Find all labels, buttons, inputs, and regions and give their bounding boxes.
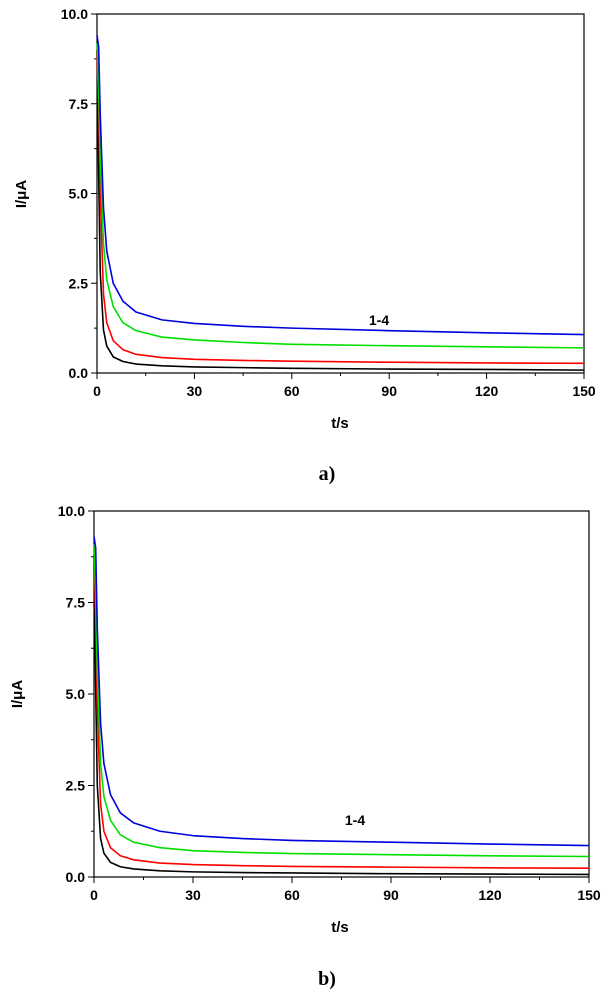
- series-line-3: [96, 42, 585, 349]
- plot-frame: [96, 13, 585, 374]
- x-tick-label: 90: [383, 887, 399, 903]
- y-tick-label: 5.0: [66, 686, 86, 702]
- panel-label-a: a): [319, 463, 336, 485]
- x-axis-title: t/s: [331, 415, 349, 432]
- x-tick-label: 30: [185, 887, 201, 903]
- series-line-2: [96, 49, 585, 365]
- y-tick-label: 2.5: [69, 275, 89, 291]
- axis-ticks: 0 30 60 90 120 150 0.0 2.5 5.0 7.5 10.0: [61, 6, 596, 399]
- y-tick-label: 10.0: [61, 6, 88, 22]
- chart-panel-a: 0 30 60 90 120 150 0.0 2.5 5.0 7.5 10.0 I/μA t/s 1…: [13, 6, 596, 485]
- curve-annotation: 1-4: [369, 312, 389, 328]
- series-line-4: [93, 536, 590, 847]
- x-tick-label: 60: [284, 383, 300, 399]
- series-line-3: [93, 543, 590, 858]
- series-line-1: [96, 49, 585, 371]
- y-tick-label: 0.0: [69, 365, 89, 381]
- x-tick-label: 0: [90, 887, 98, 903]
- y-axis-title: I/μA: [13, 180, 30, 209]
- axis-ticks: 0 30 60 90 120 150 0.0 2.5 5.0 7.5 10.0: [58, 503, 601, 903]
- x-tick-label: 150: [572, 383, 596, 399]
- x-tick-label: 60: [284, 887, 300, 903]
- series-line-1: [93, 554, 590, 876]
- x-tick-label: 90: [381, 383, 397, 399]
- y-axis-title: I/μA: [9, 680, 26, 709]
- chart-panel-b: 0 30 60 90 120 150 0.0 2.5 5.0 7.5 10.0 I/μA t/s 1…: [9, 503, 601, 990]
- y-tick-label: 5.0: [69, 186, 89, 202]
- x-tick-label: 120: [478, 887, 502, 903]
- data-curves: [96, 35, 585, 371]
- y-tick-label: 2.5: [66, 778, 86, 794]
- y-tick-label: 0.0: [66, 869, 86, 885]
- curve-annotation: 1-4: [345, 812, 365, 828]
- data-curves: [93, 536, 590, 876]
- series-line-4: [96, 35, 585, 336]
- x-tick-label: 0: [93, 383, 101, 399]
- x-tick-label: 120: [475, 383, 499, 399]
- series-line-2: [93, 547, 590, 870]
- y-tick-label: 10.0: [58, 503, 85, 519]
- plot-frame: [93, 510, 590, 878]
- x-tick-label: 150: [577, 887, 601, 903]
- panel-label-b: b): [318, 968, 336, 990]
- x-tick-label: 30: [187, 383, 203, 399]
- x-axis-title: t/s: [331, 919, 349, 936]
- y-tick-label: 7.5: [69, 96, 89, 112]
- y-tick-label: 7.5: [66, 595, 86, 611]
